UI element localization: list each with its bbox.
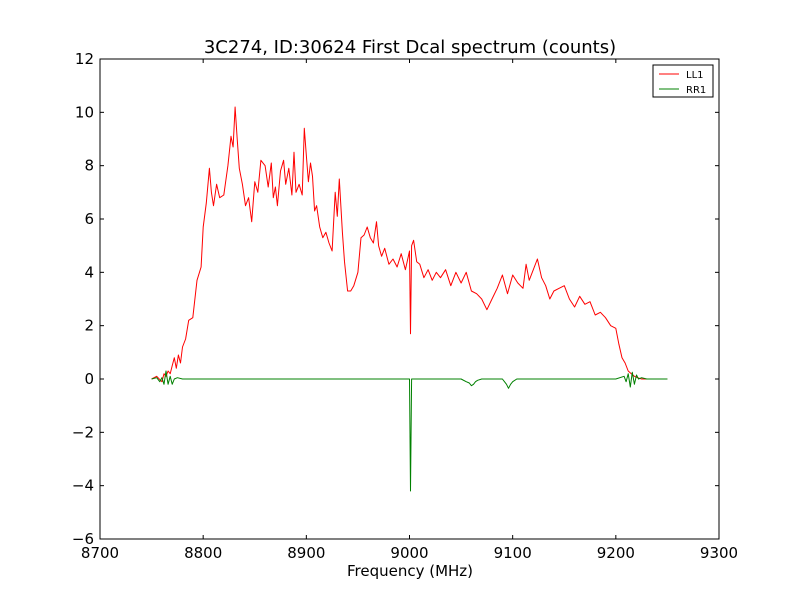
y-tick-label: 4 — [84, 263, 94, 281]
y-tick-label: 12 — [75, 50, 94, 68]
y-tick-label: 0 — [84, 370, 94, 388]
x-tick-label: 8800 — [184, 544, 222, 562]
y-tick-label: −4 — [72, 477, 94, 495]
x-tick-label: 8700 — [81, 544, 119, 562]
legend-label: RR1 — [686, 85, 706, 96]
y-tick-label: 10 — [75, 103, 94, 121]
plot-area — [99, 58, 720, 540]
x-tick-label: 9300 — [700, 544, 738, 562]
x-axis: 8700 8800 8900 9000 9100 9200 9300 — [81, 59, 738, 562]
series-layer — [151, 106, 668, 492]
legend-label: LL1 — [686, 70, 704, 81]
y-axis: −6 −4 −2 0 2 4 6 8 10 12 — [72, 50, 719, 548]
chart-title: 3C274, ID:30624 First Dcal spectrum (cou… — [204, 37, 616, 58]
plot-frame — [99, 58, 720, 540]
series-line-ll1 — [151, 106, 668, 383]
y-tick-label: 2 — [84, 317, 94, 335]
x-tick-label: 9000 — [390, 544, 428, 562]
y-tick-label: −2 — [72, 423, 94, 441]
y-tick-label: 8 — [84, 157, 94, 175]
legend-box — [652, 64, 714, 98]
y-tick-label: 6 — [84, 210, 94, 228]
y-tick-label: −6 — [72, 530, 94, 548]
x-tick-label: 9200 — [597, 544, 635, 562]
x-tick-label: 8900 — [287, 544, 325, 562]
x-axis-label: Frequency (MHz) — [347, 562, 473, 580]
x-tick-label: 9100 — [494, 544, 532, 562]
series-line-rr1 — [151, 370, 668, 492]
